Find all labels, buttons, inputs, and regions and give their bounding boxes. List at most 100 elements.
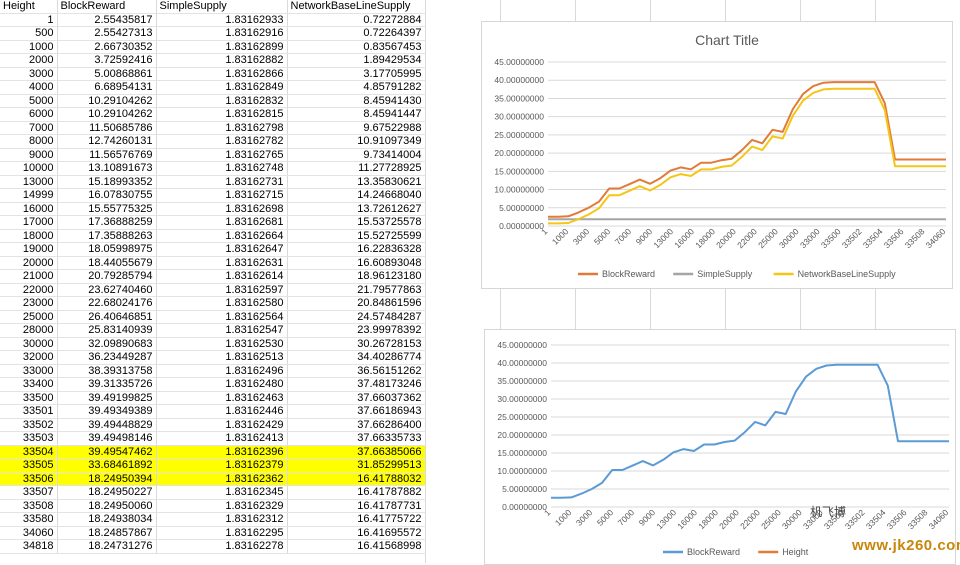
table-cell[interactable]: 33500: [0, 391, 58, 405]
table-cell[interactable]: 30000: [0, 337, 58, 351]
table-cell[interactable]: 1.83162278: [156, 539, 288, 554]
table-cell[interactable]: 33505: [0, 458, 58, 473]
table-cell[interactable]: 13.10891673: [57, 161, 157, 176]
column-header[interactable]: SimpleSupply: [156, 0, 288, 14]
table-cell[interactable]: 23.99978392: [287, 323, 426, 338]
table-cell[interactable]: 33.68461892: [57, 458, 157, 473]
table-cell[interactable]: 2.55435817: [57, 13, 157, 27]
table-cell[interactable]: 1.83162513: [156, 350, 288, 365]
table-cell[interactable]: 37.66385066: [287, 445, 426, 459]
table-cell[interactable]: 1.83162580: [156, 296, 288, 311]
table-cell[interactable]: 9.73414004: [287, 148, 426, 162]
table-cell[interactable]: 1.83162614: [156, 269, 288, 284]
table-cell[interactable]: 1.83162916: [156, 26, 288, 41]
table-cell[interactable]: 1.83162496: [156, 364, 288, 378]
table-cell[interactable]: 1.83162597: [156, 283, 288, 297]
table-cell[interactable]: 15.52725599: [287, 229, 426, 243]
table-cell[interactable]: 37.66335733: [287, 431, 426, 446]
table-cell[interactable]: 18.24938034: [57, 512, 157, 527]
column-header[interactable]: Height: [0, 0, 58, 14]
table-cell[interactable]: 22000: [0, 283, 58, 297]
table-cell[interactable]: 1.83162295: [156, 526, 288, 540]
table-cell[interactable]: 11.50685786: [57, 121, 157, 135]
table-cell[interactable]: 39.49448829: [57, 418, 157, 432]
table-cell[interactable]: 33502: [0, 418, 58, 432]
table-cell[interactable]: 1.83162530: [156, 337, 288, 351]
table-cell[interactable]: 21.79577863: [287, 283, 426, 297]
table-cell[interactable]: 37.66286400: [287, 418, 426, 432]
table-cell[interactable]: 6000: [0, 107, 58, 122]
table-cell[interactable]: 2.55427313: [57, 26, 157, 41]
table-cell[interactable]: 2.66730352: [57, 40, 157, 54]
table-cell[interactable]: 36.56151262: [287, 364, 426, 378]
table-cell[interactable]: 3000: [0, 67, 58, 81]
table-cell[interactable]: 11.56576769: [57, 148, 157, 162]
chart-top[interactable]: Chart Title 0.00000000 5.00000000 10.000000…: [481, 21, 953, 289]
table-cell[interactable]: 24.57484287: [287, 310, 426, 324]
table-cell[interactable]: 13000: [0, 175, 58, 189]
table-cell[interactable]: 17000: [0, 215, 58, 230]
table-cell[interactable]: 0.72272884: [287, 13, 426, 27]
table-cell[interactable]: 32000: [0, 350, 58, 365]
table-cell[interactable]: 2000: [0, 53, 58, 68]
table-cell[interactable]: 16.41568998: [287, 539, 426, 554]
table-cell[interactable]: 15.55775325: [57, 202, 157, 216]
table-cell[interactable]: 25.83140939: [57, 323, 157, 338]
table-cell[interactable]: 39.49498146: [57, 431, 157, 446]
table-cell[interactable]: 33400: [0, 377, 58, 392]
table-cell[interactable]: 37.48173246: [287, 377, 426, 392]
table-cell[interactable]: 5.00868861: [57, 67, 157, 81]
table-cell[interactable]: 1.83162782: [156, 134, 288, 149]
table-cell[interactable]: 1000: [0, 40, 58, 54]
table-cell[interactable]: 10.91097349: [287, 134, 426, 149]
table-cell[interactable]: 11.27728925: [287, 161, 426, 176]
table-cell[interactable]: 39.49199825: [57, 391, 157, 405]
table-cell[interactable]: 38.39313758: [57, 364, 157, 378]
table-cell[interactable]: 1.83162866: [156, 67, 288, 81]
table-cell[interactable]: 16000: [0, 202, 58, 216]
table-cell[interactable]: 18.44055679: [57, 256, 157, 270]
table-cell[interactable]: 1.83162379: [156, 458, 288, 473]
table-cell[interactable]: 18.24950227: [57, 485, 157, 500]
table-cell[interactable]: 10.29104262: [57, 107, 157, 122]
table-cell[interactable]: 6.68954131: [57, 80, 157, 95]
table-cell[interactable]: 1.83162715: [156, 188, 288, 203]
table-cell[interactable]: 20000: [0, 256, 58, 270]
table-cell[interactable]: 33580: [0, 512, 58, 527]
table-cell[interactable]: 17.36888259: [57, 215, 157, 230]
table-cell[interactable]: 23000: [0, 296, 58, 311]
table-cell[interactable]: 33000: [0, 364, 58, 378]
table-cell[interactable]: 1.83162429: [156, 418, 288, 432]
table-cell[interactable]: 39.31335726: [57, 377, 157, 392]
table-cell[interactable]: 8000: [0, 134, 58, 149]
table-cell[interactable]: 1.83162480: [156, 377, 288, 392]
table-cell[interactable]: 1: [0, 13, 58, 27]
table-cell[interactable]: 3.17705995: [287, 67, 426, 81]
table-cell[interactable]: 14.24668040: [287, 188, 426, 203]
table-cell[interactable]: 1.83162345: [156, 485, 288, 500]
table-cell[interactable]: 18.24950394: [57, 472, 157, 486]
table-cell[interactable]: 33501: [0, 404, 58, 419]
table-cell[interactable]: 18.24950060: [57, 499, 157, 513]
table-cell[interactable]: 1.83162832: [156, 94, 288, 108]
table-cell[interactable]: 1.83162681: [156, 215, 288, 230]
table-cell[interactable]: 1.83162899: [156, 40, 288, 54]
table-cell[interactable]: 25000: [0, 310, 58, 324]
table-cell[interactable]: 39.49349389: [57, 404, 157, 419]
table-cell[interactable]: 20.79285794: [57, 269, 157, 284]
table-cell[interactable]: 500: [0, 26, 58, 41]
table-cell[interactable]: 1.83162446: [156, 404, 288, 419]
table-cell[interactable]: 10.29104262: [57, 94, 157, 108]
table-cell[interactable]: 10000: [0, 161, 58, 176]
table-cell[interactable]: 1.83162748: [156, 161, 288, 176]
column-header[interactable]: BlockReward: [57, 0, 157, 14]
table-cell[interactable]: 21000: [0, 269, 58, 284]
table-cell[interactable]: 0.72264397: [287, 26, 426, 41]
table-cell[interactable]: 1.83162329: [156, 499, 288, 513]
table-cell[interactable]: 8.45941430: [287, 94, 426, 108]
table-cell[interactable]: 16.22836328: [287, 242, 426, 257]
table-cell[interactable]: 1.83162815: [156, 107, 288, 122]
table-cell[interactable]: 36.23449287: [57, 350, 157, 365]
table-cell[interactable]: 34818: [0, 539, 58, 554]
table-cell[interactable]: 14999: [0, 188, 58, 203]
